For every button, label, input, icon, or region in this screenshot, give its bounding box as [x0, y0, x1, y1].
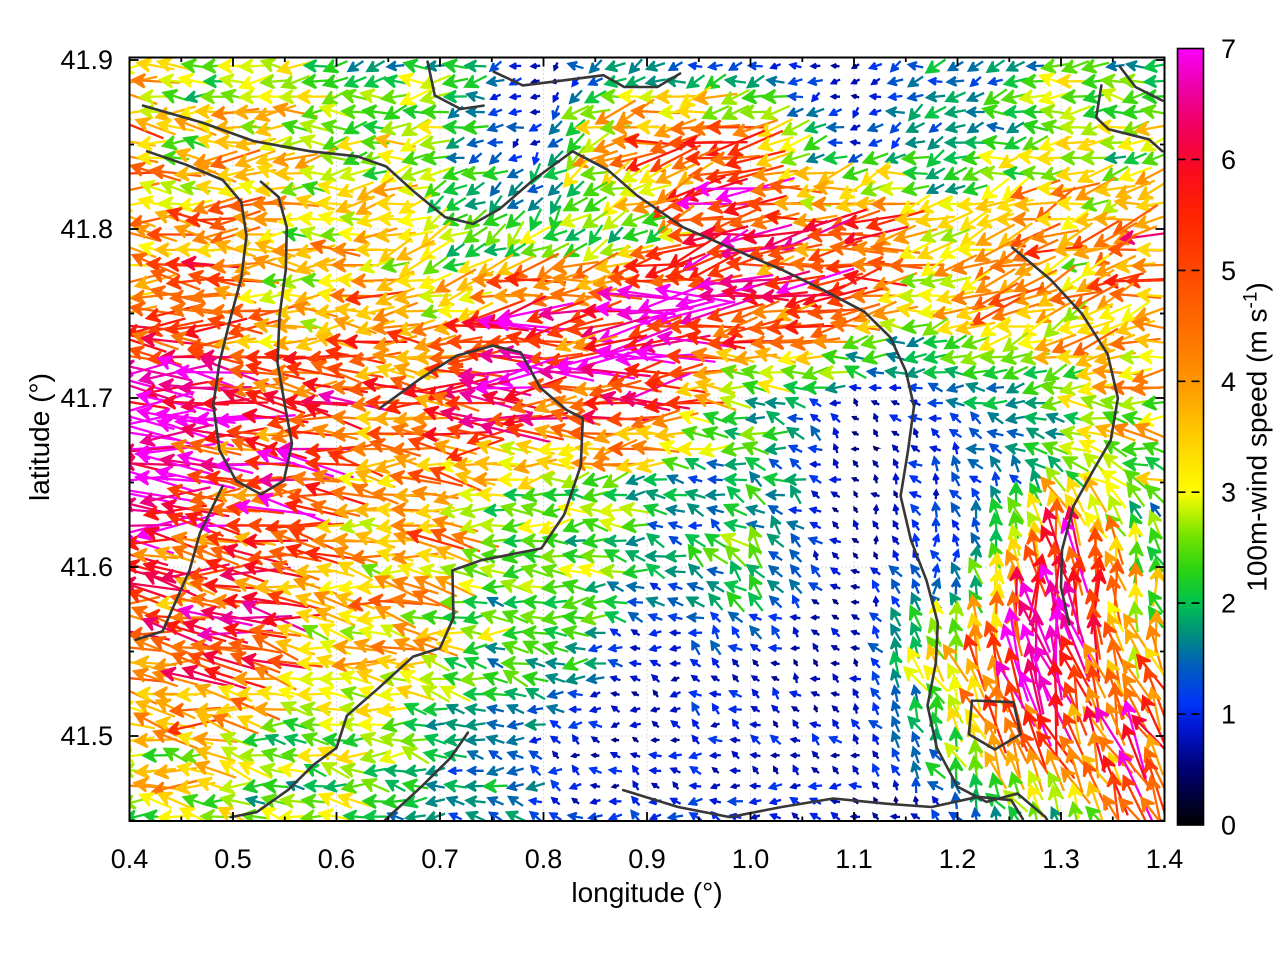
wind-vectors — [129, 57, 1165, 821]
colorbar-label-superscript: -1 — [1240, 291, 1262, 309]
x-tick-label: 0.7 — [421, 844, 459, 874]
x-tick-label: 0.6 — [318, 844, 356, 874]
colorbar-tick-label: 3 — [1221, 478, 1236, 508]
x-tick-label: 0.4 — [111, 844, 149, 874]
x-tick-labels: 0.4 0.5 0.6 0.7 0.8 0.9 1.0 1.1 1.2 1.3 1.4 — [111, 844, 1184, 874]
y-tick-label: 41.5 — [60, 721, 113, 751]
colorbar-tick-label: 1 — [1221, 700, 1236, 730]
colorbar-tick-label: 0 — [1221, 811, 1236, 841]
colorbar-label-text: 100m-wind speed (m s — [1241, 308, 1273, 592]
x-tick-label: 1.3 — [1042, 844, 1080, 874]
terrain-contours — [134, 60, 1164, 821]
x-axis-label: longitude (°) — [571, 877, 723, 908]
colorbar-label-close: ) — [1241, 282, 1273, 292]
x-tick-label: 1.2 — [939, 844, 977, 874]
colorbar-tick-label: 7 — [1221, 34, 1236, 64]
x-tick-label: 0.8 — [525, 844, 563, 874]
x-tick-label: 0.5 — [214, 844, 252, 874]
x-tick-label: 1.1 — [835, 844, 873, 874]
colorbar-tick-label: 4 — [1221, 367, 1236, 397]
x-tick-label: 0.9 — [628, 844, 666, 874]
y-tick-label: 41.7 — [60, 383, 113, 413]
y-axis-label: latitude (°) — [24, 373, 55, 501]
colorbar: 0 1 2 3 4 5 6 7 — [1176, 34, 1236, 841]
colorbar-tick-label: 2 — [1221, 589, 1236, 619]
axis-ticks — [128, 57, 1166, 822]
colorbar-tick-label: 5 — [1221, 256, 1236, 286]
y-tick-label: 41.8 — [60, 214, 113, 244]
y-tick-label: 41.6 — [60, 552, 113, 582]
colorbar-label: 100m-wind speed (m s-1) — [1240, 282, 1273, 591]
y-tick-label: 41.9 — [60, 45, 113, 75]
colorbar-tick-labels: 0 1 2 3 4 5 6 7 — [1221, 34, 1236, 841]
colorbar-gradient — [1177, 48, 1204, 825]
colorbar-tick-label: 6 — [1221, 145, 1236, 175]
x-tick-label: 1.0 — [732, 844, 770, 874]
y-tick-labels: 41.9 41.8 41.7 41.6 41.5 — [60, 45, 113, 751]
x-tick-label: 1.4 — [1146, 844, 1184, 874]
